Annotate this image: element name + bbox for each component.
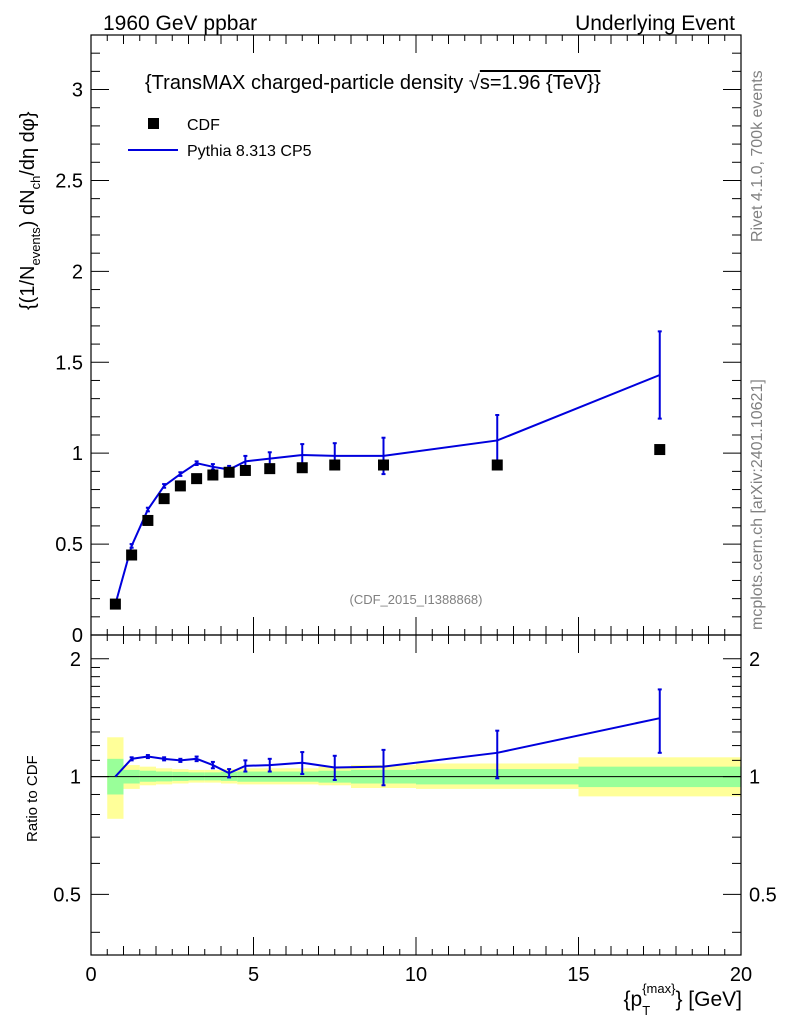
legend-cdf-marker bbox=[148, 118, 159, 129]
main-axis-ticks: 0 0.5 1 1.5 2 2.5 3 bbox=[55, 35, 742, 647]
main-title-suffix: s=1.96 {TeV}} bbox=[480, 72, 601, 94]
cdf-marker bbox=[142, 514, 154, 526]
cdf-marker bbox=[109, 598, 121, 610]
legend-cdf-label: CDF bbox=[187, 117, 220, 134]
ratio-ytick-label: 2 bbox=[70, 649, 81, 671]
main-data-layer bbox=[109, 330, 666, 610]
main-title: {TransMAX charged-particle density √s=1.… bbox=[145, 72, 601, 94]
analysis-watermark: (CDF_2015_I1388868) bbox=[350, 592, 483, 607]
ratio-panel bbox=[91, 737, 741, 819]
main-ytick-label: 2.5 bbox=[55, 170, 83, 192]
cdf-marker bbox=[378, 459, 389, 471]
main-ytick-label: 1.5 bbox=[55, 352, 83, 374]
cdf-marker bbox=[191, 473, 203, 485]
cdf-marker bbox=[329, 459, 341, 471]
ratio-ytick-label-right: 2 bbox=[749, 649, 760, 671]
ratio-data-layer bbox=[114, 688, 662, 787]
main-ytick-label: 0 bbox=[72, 625, 83, 647]
ratio-ytick-label: 1 bbox=[70, 767, 81, 789]
cdf-marker bbox=[223, 466, 235, 478]
ratio-xtick-label: 10 bbox=[405, 964, 427, 986]
ratio-xtick-label: 15 bbox=[567, 964, 589, 986]
main-ytick-label: 0.5 bbox=[55, 534, 83, 556]
main-ytick-label: 1 bbox=[72, 443, 83, 465]
main-ylabel: {(1/Nevents) dNch/dη dφ} bbox=[17, 111, 43, 310]
cdf-marker bbox=[126, 549, 138, 561]
ratio-axis-ticks: 0.5 0.51 12 20 5 10 15 20 bbox=[53, 635, 777, 986]
ratio-xtick-label: 5 bbox=[248, 964, 259, 986]
main-ytick-label: 3 bbox=[72, 80, 83, 102]
cdf-marker bbox=[239, 464, 251, 476]
ratio-ytick-label: 0.5 bbox=[53, 884, 81, 906]
header-right: Underlying Event bbox=[575, 12, 735, 35]
ratio-ylabel: Ratio to CDF bbox=[24, 755, 41, 842]
ratio-xtick-label: 0 bbox=[85, 964, 96, 986]
cdf-marker bbox=[654, 444, 666, 456]
legend-pythia-label: Pythia 8.313 CP5 bbox=[187, 143, 312, 160]
cdf-marker bbox=[491, 459, 503, 471]
cdf-marker bbox=[296, 462, 308, 474]
sqrt-symbol: √ bbox=[469, 72, 480, 94]
mcplots-label: mcplots.cern.ch [arXiv:2401.10621] bbox=[749, 379, 766, 630]
main-title-prefix: {TransMAX charged-particle density bbox=[145, 72, 469, 94]
ratio-xtick-label: 20 bbox=[730, 964, 752, 986]
cdf-marker bbox=[207, 469, 219, 481]
ratio-ytick-label-right: 0.5 bbox=[749, 884, 777, 906]
x-axis-label: {pT{max}} [GeV] bbox=[624, 981, 742, 1018]
pythia-line bbox=[114, 374, 661, 605]
main-ytick-label: 2 bbox=[72, 261, 83, 283]
cdf-marker bbox=[264, 463, 276, 475]
cdf-marker bbox=[158, 493, 170, 505]
ratio-line bbox=[114, 717, 660, 778]
rivet-version-label: Rivet 4.1.0, 700k events bbox=[749, 70, 766, 242]
header-left: 1960 GeV ppbar bbox=[103, 12, 257, 35]
ratio-ytick-label-right: 1 bbox=[749, 767, 760, 789]
cdf-marker bbox=[174, 480, 186, 492]
